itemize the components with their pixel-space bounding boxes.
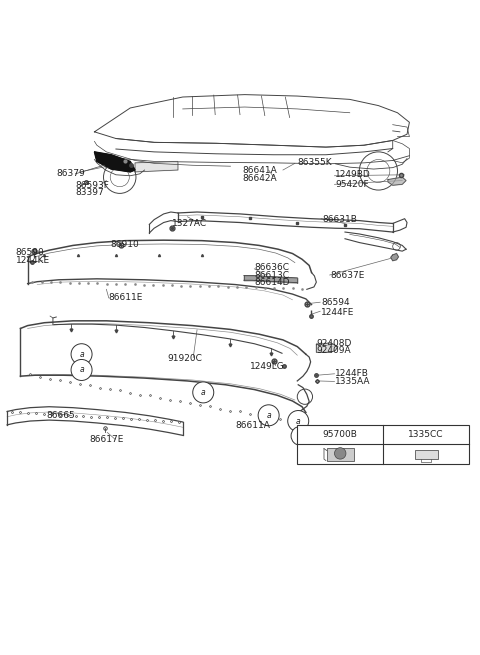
Text: 1244KE: 1244KE xyxy=(16,256,50,265)
Text: 86614D: 86614D xyxy=(254,278,290,287)
Text: 1335AA: 1335AA xyxy=(336,377,371,386)
Text: 92408D: 92408D xyxy=(316,339,352,348)
Text: 1327AC: 1327AC xyxy=(172,219,207,229)
Bar xyxy=(327,447,354,461)
Text: 1244FE: 1244FE xyxy=(321,308,355,317)
Text: 86641A: 86641A xyxy=(242,166,277,176)
Text: 86910: 86910 xyxy=(110,240,139,249)
Circle shape xyxy=(288,411,309,432)
Polygon shape xyxy=(316,343,338,352)
Circle shape xyxy=(335,447,346,459)
Text: a: a xyxy=(79,365,84,375)
Text: 86613C: 86613C xyxy=(254,271,289,280)
Text: 86642A: 86642A xyxy=(242,174,277,183)
Text: 1249LG: 1249LG xyxy=(250,362,284,371)
Circle shape xyxy=(291,426,310,445)
Text: 91920C: 91920C xyxy=(168,354,203,363)
Text: 95420F: 95420F xyxy=(336,180,369,189)
Circle shape xyxy=(258,405,279,426)
Text: a: a xyxy=(201,388,205,397)
Text: 1249BD: 1249BD xyxy=(336,170,371,179)
Bar xyxy=(415,449,438,459)
Text: 92409A: 92409A xyxy=(316,346,351,356)
Text: 86590: 86590 xyxy=(16,248,45,257)
Text: 86665: 86665 xyxy=(47,411,75,421)
Text: 86379: 86379 xyxy=(56,169,85,178)
Text: 86611E: 86611E xyxy=(109,293,143,303)
Text: 83397: 83397 xyxy=(75,189,104,197)
Text: a: a xyxy=(298,432,303,440)
Circle shape xyxy=(71,360,92,381)
Text: 1335CC: 1335CC xyxy=(408,430,444,439)
Bar xyxy=(297,425,469,464)
Text: 1244FB: 1244FB xyxy=(336,369,369,379)
Text: 86631B: 86631B xyxy=(322,215,357,224)
Text: 86593F: 86593F xyxy=(75,181,109,190)
Text: 95700B: 95700B xyxy=(323,430,358,439)
Text: 86594: 86594 xyxy=(321,298,350,307)
Text: 86637E: 86637E xyxy=(331,271,365,280)
Text: 86355K: 86355K xyxy=(297,159,332,168)
Polygon shape xyxy=(391,253,398,261)
Circle shape xyxy=(193,382,214,403)
Text: a: a xyxy=(266,411,271,420)
Circle shape xyxy=(71,344,92,365)
Polygon shape xyxy=(388,177,406,185)
Text: 86617E: 86617E xyxy=(90,435,124,444)
Polygon shape xyxy=(135,161,178,172)
Text: 86611A: 86611A xyxy=(235,421,270,430)
Polygon shape xyxy=(95,152,135,172)
Text: a: a xyxy=(296,417,300,426)
Text: a: a xyxy=(79,350,84,359)
Text: 86636C: 86636C xyxy=(254,263,289,272)
